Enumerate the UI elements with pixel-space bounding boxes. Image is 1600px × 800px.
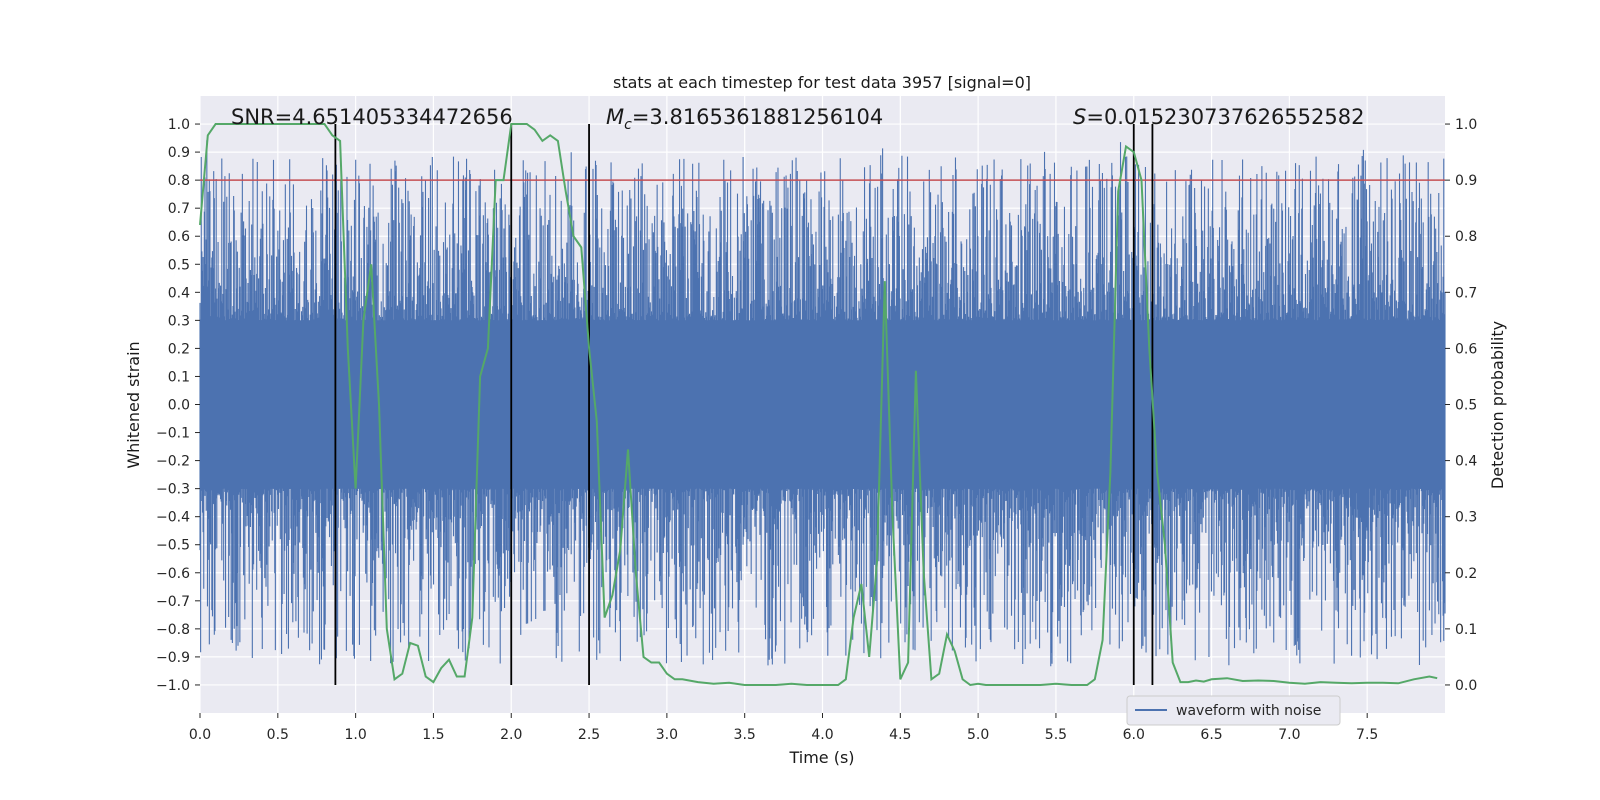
y2-tick-label: 0.0 [1455,678,1477,694]
y-tick-label: −0.7 [156,594,190,610]
y-tick-label: −0.9 [156,650,190,666]
y-tick-label: −0.1 [156,426,190,442]
y2-tick-label: 0.7 [1455,285,1477,301]
y2-tick-label: 0.5 [1455,398,1477,414]
y-tick-label: 0.9 [168,145,190,161]
mc-annotation: Mc=3.8165361881256104 [606,105,883,133]
x-tick-label: 3.0 [656,727,678,743]
y2-axis-label: Detection probability [1488,321,1507,489]
y2-tick-label: 0.2 [1455,566,1477,582]
x-tick-label: 1.0 [344,727,366,743]
y2-tick-label: 1.0 [1455,117,1477,133]
snr-annotation: SNR=4.651405334472656 [231,105,513,129]
y2-tick-label: 0.6 [1455,341,1477,357]
waveform-series [199,140,1446,667]
chart-title: stats at each timestep for test data 395… [613,73,1031,92]
x-tick-label: 4.0 [811,727,833,743]
vertical-lines [334,124,1154,685]
y2-tick-label: 0.1 [1455,622,1477,638]
x-tick-label: 7.5 [1356,727,1378,743]
y-tick-label: 0.1 [168,369,190,385]
y-tick-label: 0.3 [168,313,190,329]
x-axis-label: Time (s) [788,748,854,767]
s-symbol: S [1073,105,1086,129]
y-tick-label: −0.5 [156,538,190,554]
y-tick-label: −0.2 [156,454,190,470]
y-tick-label: −0.8 [156,622,190,638]
x-tick-label: 5.5 [1045,727,1067,743]
mc-symbol: M [606,105,624,129]
y-tick-label: −0.4 [156,510,190,526]
legend: waveform with noise [1126,695,1341,726]
x-tick-label: 2.0 [500,727,522,743]
y-tick-label: −0.6 [156,566,190,582]
y-tick-label: −1.0 [156,678,190,694]
y2-tick-label: 0.9 [1455,173,1477,189]
x-tick-label: 6.0 [1123,727,1145,743]
y-tick-label: 0.2 [168,341,190,357]
x-tick-label: 1.5 [422,727,444,743]
mc-value: =3.8165361881256104 [632,105,883,129]
probability-line [199,123,1438,687]
y-tick-label: 0.0 [168,398,190,414]
probability-series [199,123,1438,687]
x-tick-label: 2.5 [578,727,600,743]
y-axis-label: Whitened strain [124,341,143,468]
x-tick-label: 0.0 [189,727,211,743]
mc-subscript: c [624,117,632,133]
y-tick-label: −0.3 [156,482,190,498]
x-tick-label: 7.0 [1278,727,1300,743]
legend-box [1126,695,1341,726]
s-annotation: S=0.015230737626552582 [1073,105,1364,129]
y-tick-label: 0.4 [168,285,190,301]
x-tick-label: 4.5 [889,727,911,743]
x-tick-label: 3.5 [734,727,756,743]
y2-axis-ticks: 1.0 0.9 0.8 0.7 0.6 0.5 0.4 0.3 0.2 0.1 0.0 [1445,117,1477,694]
waveform-core [200,320,1445,489]
y-axis-ticks: 1.0 0.9 0.8 0.7 0.6 0.5 0.4 0.3 0.2 0.1 0.0 −0.1 −0.… [156,117,200,694]
x-tick-label: 0.5 [267,727,289,743]
y2-tick-label: 0.3 [1455,510,1477,526]
legend-label: waveform with noise [1176,703,1321,719]
x-tick-label: 6.5 [1200,727,1222,743]
y2-tick-label: 0.4 [1455,454,1477,470]
x-tick-label: 5.0 [967,727,989,743]
y2-tick-label: 0.8 [1455,229,1477,245]
s-value: =0.015230737626552582 [1086,105,1364,129]
y-tick-label: 0.8 [168,173,190,189]
y-tick-label: 0.7 [168,201,190,217]
y-tick-label: 0.6 [168,229,190,245]
y-tick-label: 1.0 [168,117,190,133]
y-tick-label: 0.5 [168,257,190,273]
